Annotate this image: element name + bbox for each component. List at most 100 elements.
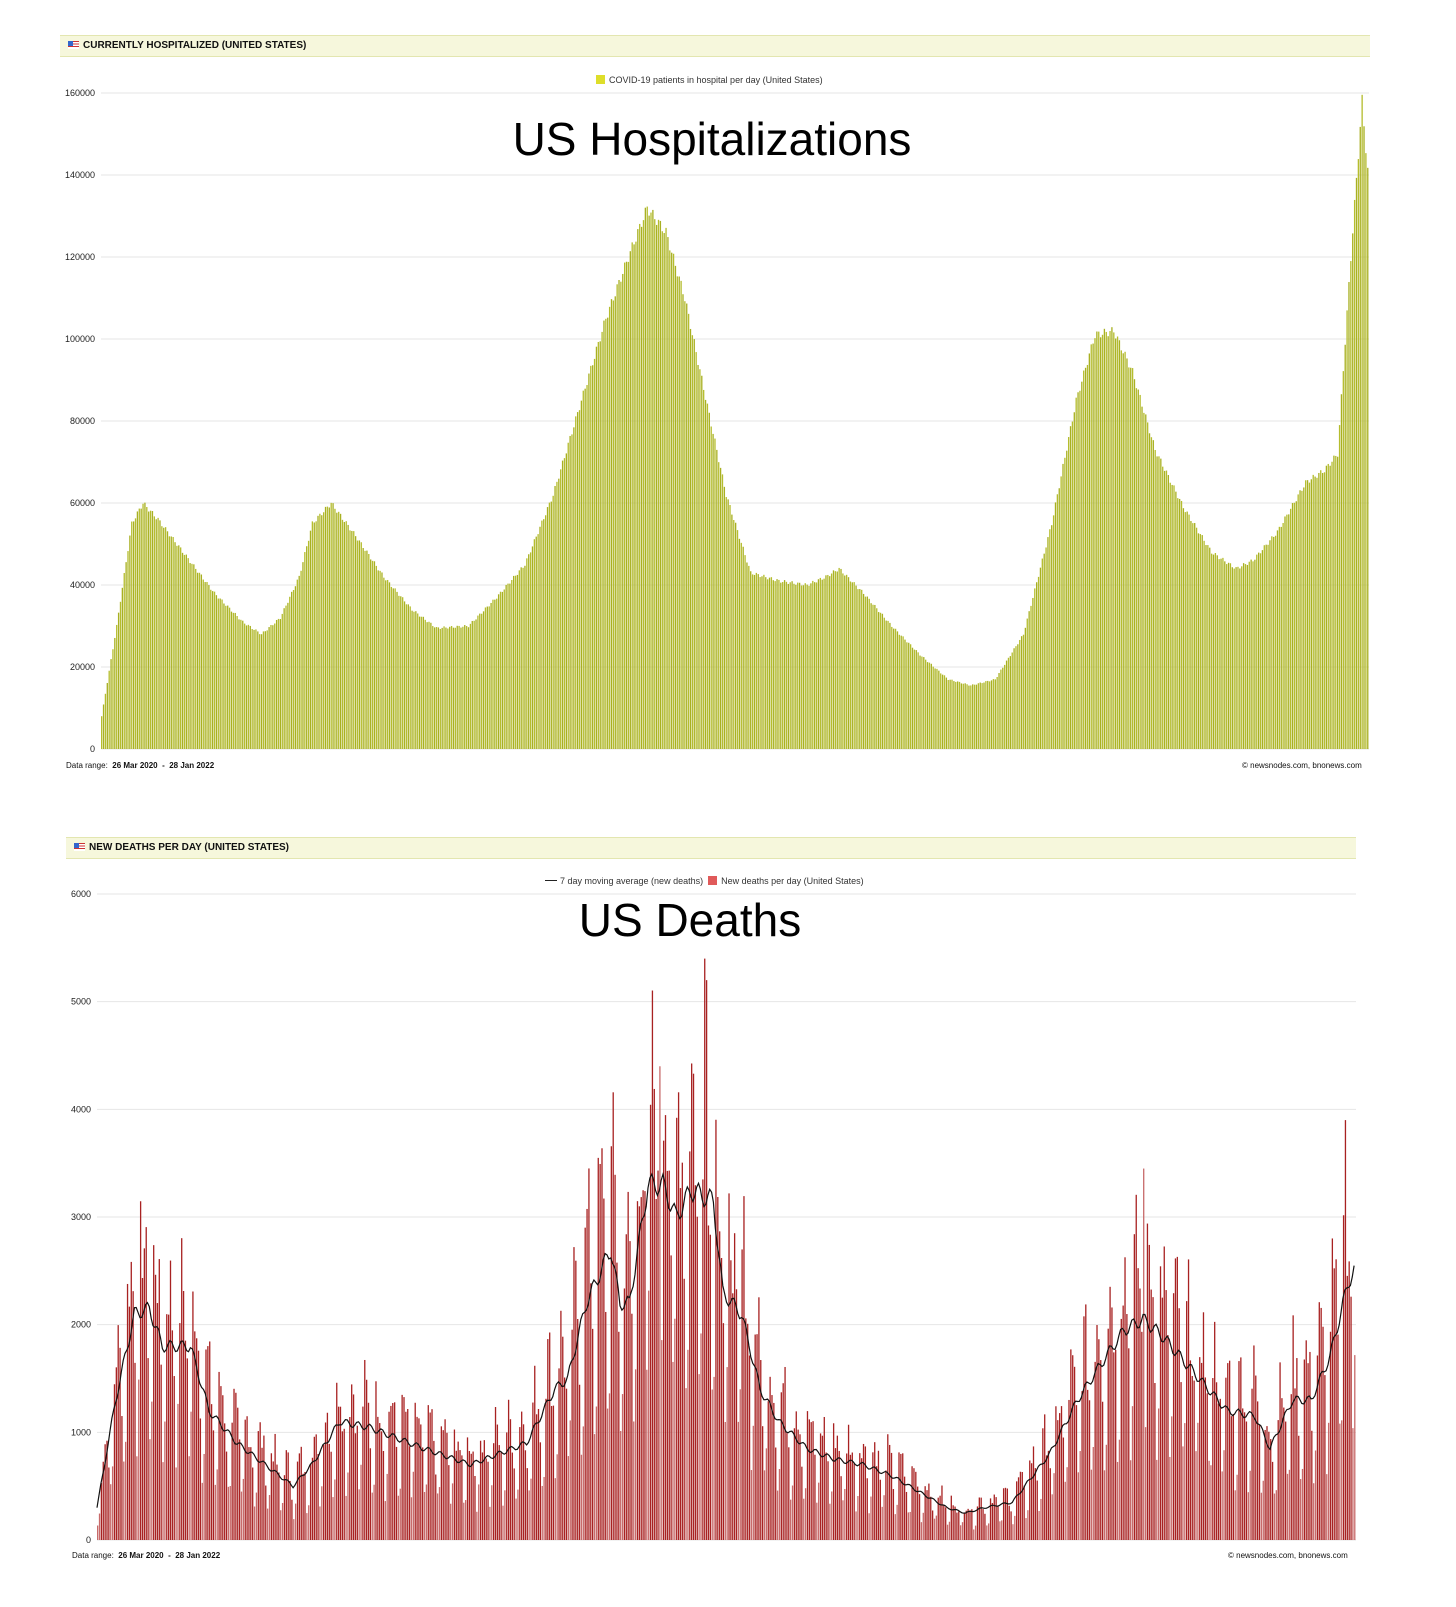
hospital-bar xyxy=(1186,511,1188,749)
death-bar xyxy=(244,1419,246,1540)
death-bar xyxy=(784,1366,786,1540)
death-bar xyxy=(1045,1455,1048,1540)
hosp-legend[interactable]: COVID-19 patients in hospital per day (U… xyxy=(596,75,823,85)
death-bar xyxy=(401,1394,403,1540)
hospital-bar xyxy=(669,250,671,750)
death-bar xyxy=(535,1414,538,1540)
death-bar xyxy=(803,1498,805,1540)
death-bar xyxy=(121,1416,123,1540)
death-bar xyxy=(599,1163,601,1540)
deaths-legend[interactable]: 7 day moving average (new deaths) New de… xyxy=(545,876,864,886)
death-bar xyxy=(1032,1446,1035,1540)
death-bar xyxy=(427,1405,429,1540)
hospital-bar xyxy=(1291,503,1294,749)
hospital-bar xyxy=(1028,611,1030,749)
death-bar xyxy=(1215,1382,1218,1540)
hospital-bar xyxy=(575,416,577,749)
hospital-bar xyxy=(1103,328,1106,749)
death-bar xyxy=(491,1485,493,1540)
hospital-bar xyxy=(956,681,959,749)
hospital-bar xyxy=(458,625,460,749)
hospital-bar xyxy=(467,627,470,749)
death-bar xyxy=(980,1497,982,1540)
hospital-bar xyxy=(1295,501,1297,749)
death-bar xyxy=(309,1463,312,1540)
death-bar xyxy=(683,1278,685,1540)
death-bar xyxy=(1068,1399,1070,1540)
hospital-bar xyxy=(695,352,697,749)
death-bar xyxy=(500,1451,502,1540)
hospital-bar xyxy=(750,571,752,749)
hospital-bar xyxy=(420,616,423,749)
hospital-bar xyxy=(891,626,893,749)
hospital-bar xyxy=(862,593,865,749)
death-bar xyxy=(1240,1357,1242,1540)
death-bar xyxy=(633,1421,635,1540)
death-bar xyxy=(1124,1257,1126,1540)
hospital-bar xyxy=(567,442,569,749)
death-bar xyxy=(1105,1444,1108,1540)
death-bar xyxy=(655,1199,657,1540)
death-bar xyxy=(498,1445,500,1540)
hospital-bar xyxy=(1049,529,1051,749)
death-bar xyxy=(728,1193,730,1540)
death-bar xyxy=(392,1403,394,1540)
hospital-bar xyxy=(402,597,404,749)
hospital-bar xyxy=(793,583,795,749)
death-bar xyxy=(935,1515,938,1540)
death-bar xyxy=(1111,1307,1113,1540)
hospital-bar xyxy=(686,303,688,749)
hospital-bar xyxy=(132,521,135,749)
death-bar xyxy=(255,1492,258,1540)
hospital-bar xyxy=(1244,564,1247,749)
hospital-bar xyxy=(114,637,116,749)
hospital-bar xyxy=(370,559,372,749)
hospital-bar xyxy=(1133,379,1136,749)
death-bar xyxy=(640,1197,642,1540)
death-bar xyxy=(139,1201,142,1540)
hospital-bar xyxy=(151,511,154,749)
hospital-bar xyxy=(1241,566,1243,749)
hospital-bar xyxy=(191,563,193,749)
hospital-bar xyxy=(1017,644,1019,749)
death-bar xyxy=(1115,1349,1117,1540)
death-bar xyxy=(799,1434,801,1540)
death-bar xyxy=(266,1508,269,1540)
hospital-bar xyxy=(733,520,735,749)
death-bar xyxy=(1324,1375,1326,1540)
death-bar xyxy=(1062,1437,1065,1540)
hospital-bar xyxy=(678,276,680,749)
death-bar xyxy=(634,1369,637,1540)
death-bar xyxy=(958,1511,960,1540)
death-bar xyxy=(296,1461,299,1540)
hospital-bar xyxy=(1273,536,1275,749)
hospital-bar xyxy=(106,682,108,749)
death-bar xyxy=(1303,1359,1306,1540)
hospital-bar xyxy=(1124,351,1126,749)
hospital-bar xyxy=(1359,126,1361,750)
hospital-bar xyxy=(1037,576,1040,749)
death-bar xyxy=(657,1170,659,1540)
death-bar xyxy=(1034,1468,1037,1540)
death-bar xyxy=(302,1473,304,1540)
hospital-bar xyxy=(721,474,724,749)
death-bar xyxy=(98,1513,101,1540)
death-bar xyxy=(946,1524,949,1540)
death-bar xyxy=(160,1364,162,1540)
hospital-bar xyxy=(509,583,511,749)
death-bar xyxy=(967,1508,969,1540)
hospital-bar xyxy=(447,628,449,749)
death-bar xyxy=(1023,1485,1025,1540)
hospital-bar xyxy=(217,598,219,749)
hospital-bar xyxy=(735,522,737,749)
hospital-bar xyxy=(1286,514,1288,749)
hospital-bar xyxy=(358,540,361,749)
death-bar xyxy=(448,1465,450,1540)
death-bar xyxy=(210,1404,213,1540)
death-bar xyxy=(440,1426,443,1540)
death-bar xyxy=(1346,1275,1348,1540)
death-bar xyxy=(1047,1450,1050,1540)
death-bar xyxy=(494,1407,497,1540)
hospital-bar xyxy=(383,577,385,749)
hospital-bar xyxy=(992,679,995,749)
